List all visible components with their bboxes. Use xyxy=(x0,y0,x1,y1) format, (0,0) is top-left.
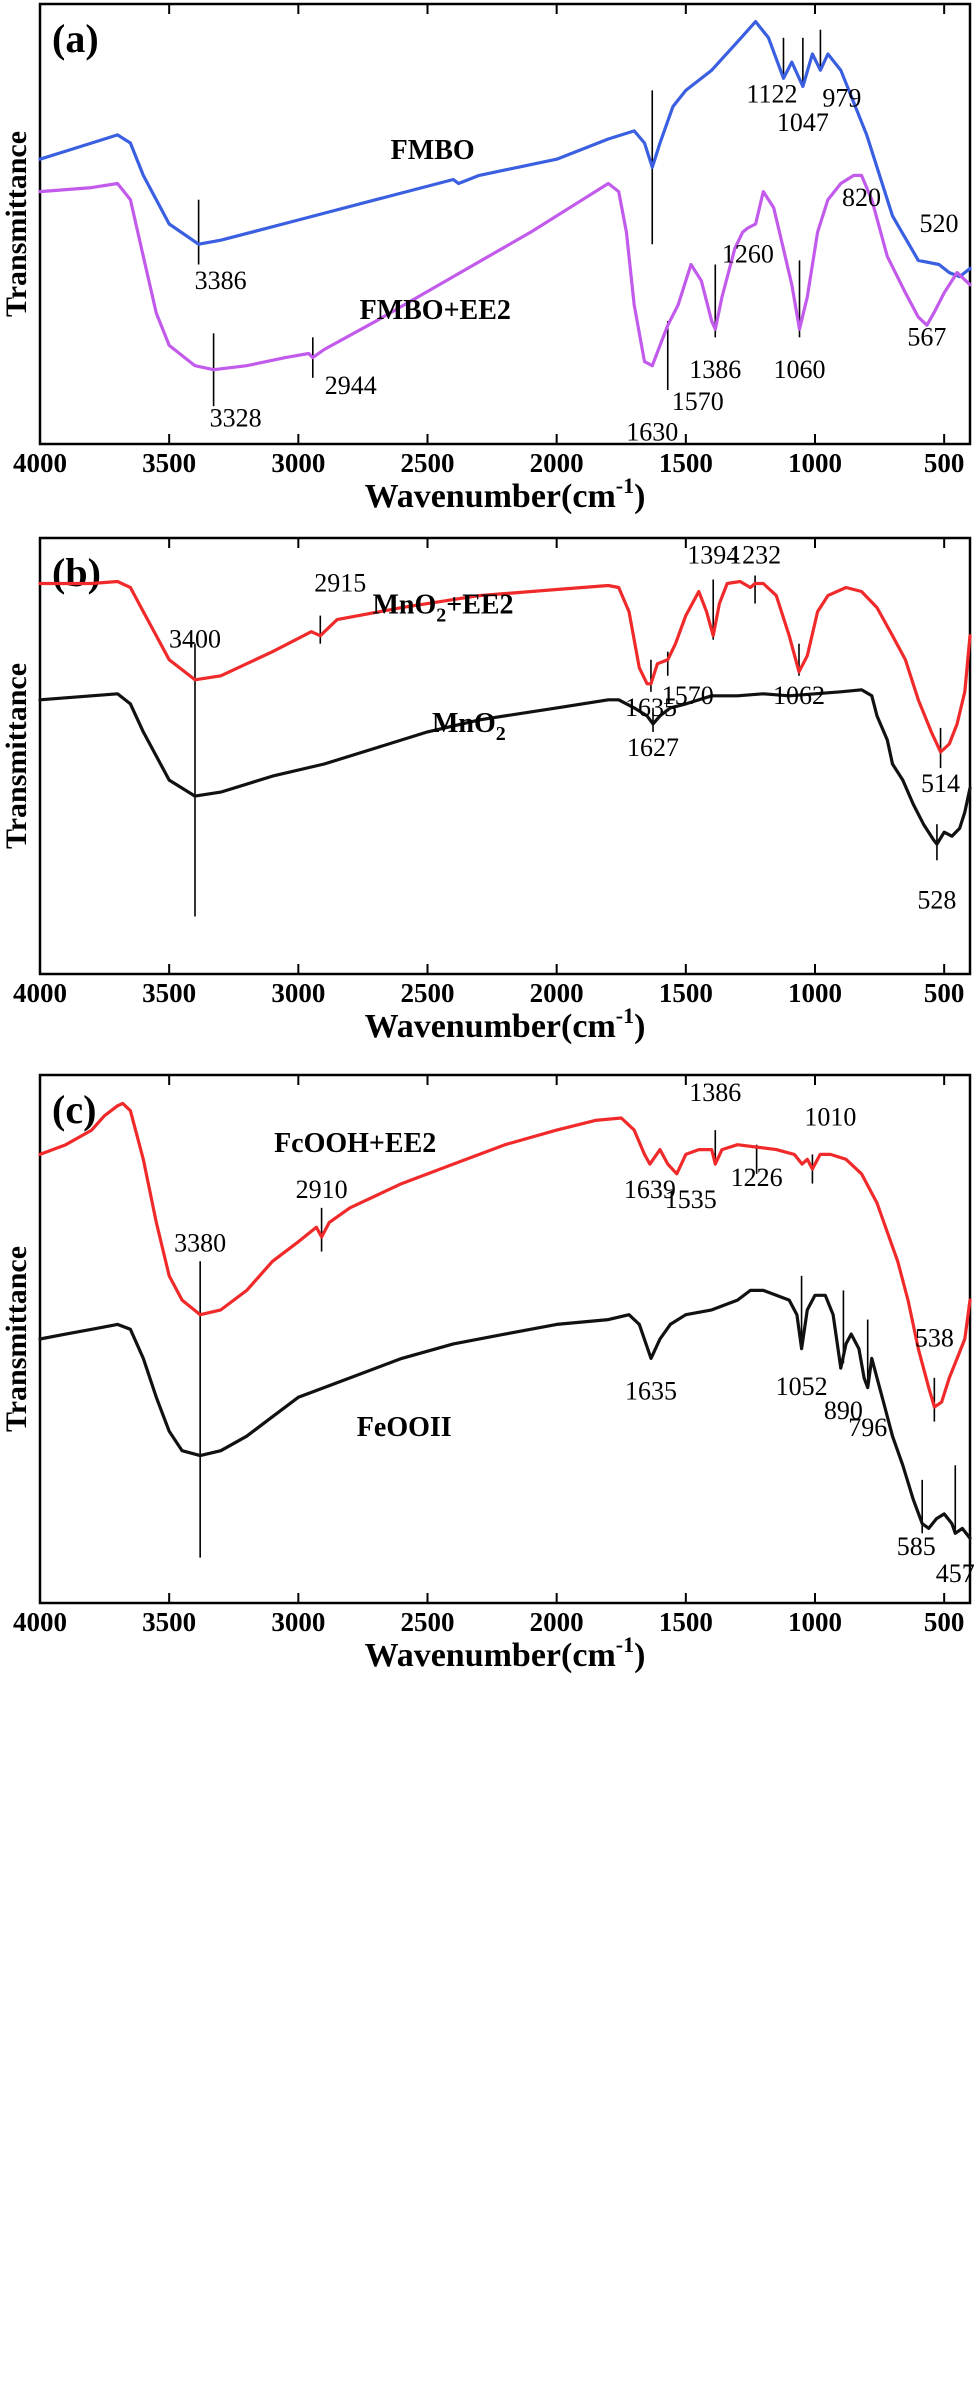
x-tick-label: 4000 xyxy=(13,448,67,478)
chart-panel-3: 4000 3500 3000 2500 2000 1500 1000 500 Wavenumbe… xyxy=(0,1073,975,1674)
series-label-1: MnO2+EE2 xyxy=(372,590,513,627)
peak-label: 1630 xyxy=(626,418,678,447)
x-tick-label: 3500 xyxy=(142,978,196,1008)
panel-label: (c) xyxy=(52,1087,96,1132)
x-tick-label: 2000 xyxy=(530,978,584,1008)
peak-label: 520 xyxy=(920,209,959,238)
peak-label: 2944 xyxy=(325,371,377,400)
peak-label: 567 xyxy=(907,322,946,351)
peak-label: 3328 xyxy=(210,403,262,432)
series-label-1: FcOOH+EE2 xyxy=(274,1128,436,1159)
x-axis-label: Wavenumber(cm-1) xyxy=(365,473,646,515)
peak-label: 1394 xyxy=(687,540,739,569)
peak-label: 3400 xyxy=(169,625,221,654)
x-tick-label: 2500 xyxy=(401,978,455,1008)
peak-label: 1386 xyxy=(689,1078,741,1107)
peak-label: 528 xyxy=(917,885,956,914)
x-tick-label: 2500 xyxy=(401,1607,455,1637)
series-line-2 xyxy=(38,173,972,372)
y-axis-label: Transmittance xyxy=(0,131,33,317)
panel-label: (b) xyxy=(52,550,101,595)
peak-label: 3380 xyxy=(174,1229,226,1258)
peak-label: 979 xyxy=(822,84,861,113)
series-line-1 xyxy=(38,20,972,279)
y-axis-label: Transmittance xyxy=(0,1246,33,1432)
x-tick-label: 4000 xyxy=(13,978,67,1008)
x-tick-label: 1000 xyxy=(788,978,842,1008)
series-label-2: FMBO+EE2 xyxy=(360,295,511,326)
peak-label: 2910 xyxy=(296,1175,348,1204)
panel-label: (a) xyxy=(52,16,99,61)
x-tick-label: 3000 xyxy=(271,1607,325,1637)
plot-frame xyxy=(38,536,972,976)
series-label-1: FMBO xyxy=(391,135,475,166)
peak-label: 2915 xyxy=(314,569,366,598)
peak-label: 1639 xyxy=(624,1175,676,1204)
chart-panel-1: 4000 3500 3000 2500 2000 1500 1000 500 Wavenumbe… xyxy=(0,2,972,515)
peak-label: 796 xyxy=(848,1413,887,1442)
x-tick-label: 3000 xyxy=(271,448,325,478)
chart-panel-2: 4000 3500 3000 2500 2000 1500 1000 500 Wavenumbe… xyxy=(0,536,972,1045)
x-tick-label: 4000 xyxy=(13,1607,67,1637)
peak-label: 890 xyxy=(824,1396,863,1425)
peak-label: 1232 xyxy=(729,540,781,569)
x-tick-label: 2000 xyxy=(530,1607,584,1637)
series-line-1 xyxy=(38,579,972,754)
peak-label: 585 xyxy=(897,1532,936,1561)
peak-label: 1635 xyxy=(625,693,677,722)
peak-label: 457 xyxy=(936,1559,975,1588)
series-label-2: FeOOII xyxy=(357,1412,452,1443)
x-tick-label: 3500 xyxy=(142,448,196,478)
x-tick-label: 1500 xyxy=(659,978,713,1008)
peak-label: 1570 xyxy=(662,681,714,710)
peak-label: 1122 xyxy=(746,80,797,109)
x-tick-label: 500 xyxy=(924,1607,965,1637)
peak-label: 1226 xyxy=(731,1163,783,1192)
x-tick-label: 1000 xyxy=(788,448,842,478)
x-tick-label: 1500 xyxy=(659,448,713,478)
x-tick-label: 500 xyxy=(924,448,965,478)
series-line-1 xyxy=(38,1101,972,1409)
peak-label: 1062 xyxy=(773,681,825,710)
x-axis-label: Wavenumber(cm-1) xyxy=(365,1632,646,1674)
x-tick-label: 2500 xyxy=(401,448,455,478)
series-label-2: MnO2 xyxy=(432,708,506,745)
peak-label: 1635 xyxy=(625,1377,677,1406)
peak-label: 1386 xyxy=(689,355,741,384)
series-line-2 xyxy=(38,688,972,846)
series-line-2 xyxy=(38,1288,972,1540)
peak-label: 1260 xyxy=(722,239,774,268)
peak-label: 1047 xyxy=(777,108,829,137)
peak-label: 514 xyxy=(921,769,960,798)
x-tick-label: 3000 xyxy=(271,978,325,1008)
x-tick-label: 500 xyxy=(924,978,965,1008)
peak-label: 1010 xyxy=(804,1102,856,1131)
peak-label: 1535 xyxy=(665,1185,717,1214)
plot-frame xyxy=(38,2,972,446)
peak-label: 3386 xyxy=(195,266,247,295)
peak-label: 1627 xyxy=(627,733,679,762)
x-tick-label: 3500 xyxy=(142,1607,196,1637)
y-axis-label: Transmittance xyxy=(0,663,33,849)
peak-label: 820 xyxy=(842,183,881,212)
peak-label: 1570 xyxy=(672,387,724,416)
peak-label: 1060 xyxy=(774,355,826,384)
x-tick-label: 1000 xyxy=(788,1607,842,1637)
peak-label: 1052 xyxy=(776,1372,828,1401)
peak-label: 538 xyxy=(915,1323,954,1352)
x-tick-label: 2000 xyxy=(530,448,584,478)
x-axis-label: Wavenumber(cm-1) xyxy=(365,1003,646,1045)
x-tick-label: 1500 xyxy=(659,1607,713,1637)
